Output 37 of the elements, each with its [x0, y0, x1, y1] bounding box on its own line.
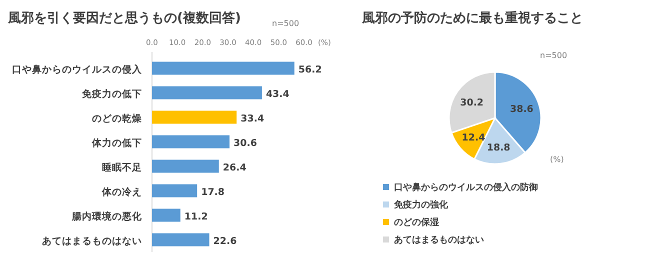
bar — [152, 62, 294, 75]
bar — [152, 110, 237, 124]
data-label: 30.6 — [234, 138, 258, 149]
bar — [152, 160, 219, 173]
data-label: 17.8 — [201, 186, 225, 198]
chart-title: 風邪を引く要因だと思うもの(複数回答) — [7, 10, 241, 26]
data-label: 38.6 — [510, 104, 534, 116]
y-tick-label: 口や鼻からのウイルスの侵入 — [12, 63, 143, 76]
chart-title: 風邪の予防のために最も重視すること — [361, 10, 583, 26]
y-tick-label: のどの乾燥 — [92, 112, 142, 124]
data-label: 26.4 — [222, 162, 247, 174]
data-label: 22.6 — [213, 236, 238, 247]
legend-label: のどの保湿 — [394, 217, 439, 228]
data-label: 11.2 — [184, 211, 208, 222]
bar — [152, 208, 180, 222]
y-tick-label: 免疫力の低下 — [81, 88, 142, 100]
bar — [152, 184, 198, 198]
data-label: 33.4 — [240, 113, 264, 124]
legend-label: あてはまるものはない — [394, 236, 484, 246]
text: (%) — [550, 155, 564, 164]
data-label: 12.4 — [462, 132, 486, 144]
bar — [152, 135, 230, 148]
bar — [152, 86, 262, 100]
y-tick-label: 体の冷え — [101, 186, 142, 198]
y-tick-label: 腸内環境の悪化 — [71, 210, 143, 222]
data-label: 56.2 — [298, 64, 322, 76]
text: n=500 — [272, 19, 300, 28]
y-tick-label: 睡眠不足 — [102, 161, 142, 174]
legend-label: 口や鼻からのウイルスの侵入の防御 — [394, 182, 538, 193]
legend-label: 免疫力の強化 — [393, 200, 449, 210]
y-tick-label: あてはまるものはない — [42, 236, 142, 247]
data-label: 43.4 — [266, 88, 290, 100]
data-label: 30.2 — [460, 97, 484, 108]
data-label: 18.8 — [486, 142, 511, 154]
bar — [152, 233, 210, 246]
text: n=500 — [540, 51, 568, 60]
y-tick-label: 体力の低下 — [91, 136, 142, 149]
